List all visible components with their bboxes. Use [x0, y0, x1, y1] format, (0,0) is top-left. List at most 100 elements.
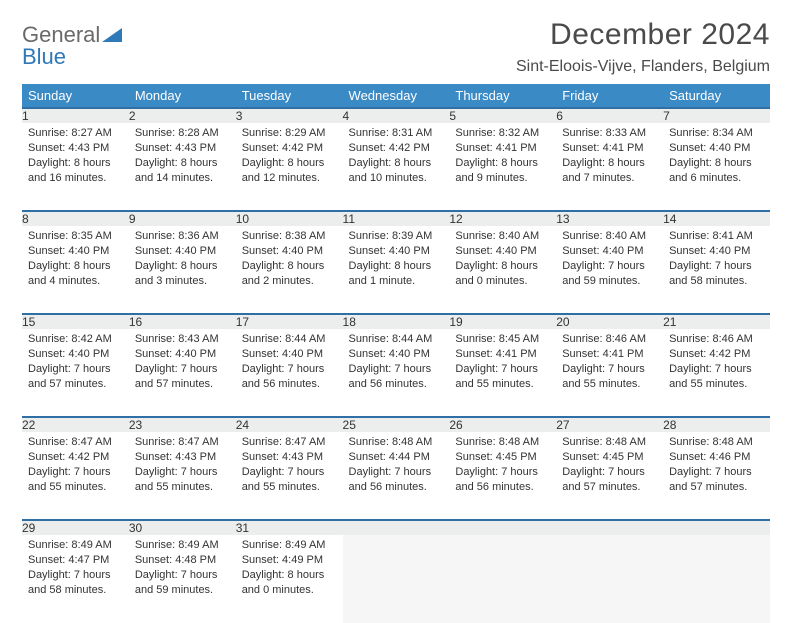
daynum-row: 15161718192021 — [22, 314, 770, 329]
day-number-cell: 19 — [449, 314, 556, 329]
sunset-line: Sunset: 4:42 PM — [349, 141, 444, 156]
sunrise-line: Sunrise: 8:27 AM — [28, 126, 123, 141]
daylight-line: Daylight: 8 hours and 14 minutes. — [135, 156, 230, 186]
day-number-cell: 3 — [236, 108, 343, 123]
daynum-row: 22232425262728 — [22, 417, 770, 432]
day-details: Sunrise: 8:48 AMSunset: 4:45 PMDaylight:… — [556, 432, 663, 500]
day-cell: Sunrise: 8:43 AMSunset: 4:40 PMDaylight:… — [129, 329, 236, 417]
day-number-cell: 13 — [556, 211, 663, 226]
day-details: Sunrise: 8:40 AMSunset: 4:40 PMDaylight:… — [556, 226, 663, 294]
day-cell: Sunrise: 8:47 AMSunset: 4:43 PMDaylight:… — [236, 432, 343, 520]
sunset-line: Sunset: 4:47 PM — [28, 553, 123, 568]
sunrise-line: Sunrise: 8:48 AM — [455, 435, 550, 450]
sunrise-line: Sunrise: 8:47 AM — [28, 435, 123, 450]
sunset-line: Sunset: 4:40 PM — [28, 347, 123, 362]
daylight-line: Daylight: 8 hours and 7 minutes. — [562, 156, 657, 186]
day-number-cell — [449, 520, 556, 535]
sunset-line: Sunset: 4:43 PM — [242, 450, 337, 465]
sunrise-line: Sunrise: 8:47 AM — [135, 435, 230, 450]
day-cell: Sunrise: 8:45 AMSunset: 4:41 PMDaylight:… — [449, 329, 556, 417]
day-cell: Sunrise: 8:33 AMSunset: 4:41 PMDaylight:… — [556, 123, 663, 211]
day-cell: Sunrise: 8:40 AMSunset: 4:40 PMDaylight:… — [556, 226, 663, 314]
daylight-line: Daylight: 8 hours and 12 minutes. — [242, 156, 337, 186]
sunrise-line: Sunrise: 8:28 AM — [135, 126, 230, 141]
weekday-header: Friday — [556, 84, 663, 108]
weekday-header: Sunday — [22, 84, 129, 108]
day-number-cell: 11 — [343, 211, 450, 226]
day-number-cell — [663, 520, 770, 535]
daylight-line: Daylight: 8 hours and 10 minutes. — [349, 156, 444, 186]
day-cell: Sunrise: 8:41 AMSunset: 4:40 PMDaylight:… — [663, 226, 770, 314]
sunrise-line: Sunrise: 8:44 AM — [242, 332, 337, 347]
daylight-line: Daylight: 7 hours and 57 minutes. — [562, 465, 657, 495]
daylight-line: Daylight: 8 hours and 2 minutes. — [242, 259, 337, 289]
daylight-line: Daylight: 8 hours and 0 minutes. — [455, 259, 550, 289]
day-details: Sunrise: 8:42 AMSunset: 4:40 PMDaylight:… — [22, 329, 129, 397]
day-cell: Sunrise: 8:46 AMSunset: 4:41 PMDaylight:… — [556, 329, 663, 417]
sunset-line: Sunset: 4:40 PM — [242, 347, 337, 362]
day-number-cell: 28 — [663, 417, 770, 432]
day-number-cell: 8 — [22, 211, 129, 226]
daylight-line: Daylight: 7 hours and 59 minutes. — [135, 568, 230, 598]
sunset-line: Sunset: 4:40 PM — [349, 244, 444, 259]
sunrise-line: Sunrise: 8:48 AM — [349, 435, 444, 450]
day-cell — [343, 535, 450, 623]
day-details: Sunrise: 8:34 AMSunset: 4:40 PMDaylight:… — [663, 123, 770, 191]
sunset-line: Sunset: 4:45 PM — [455, 450, 550, 465]
day-body-row: Sunrise: 8:42 AMSunset: 4:40 PMDaylight:… — [22, 329, 770, 417]
daylight-line: Daylight: 7 hours and 59 minutes. — [562, 259, 657, 289]
daylight-line: Daylight: 7 hours and 58 minutes. — [28, 568, 123, 598]
day-body-row: Sunrise: 8:47 AMSunset: 4:42 PMDaylight:… — [22, 432, 770, 520]
day-cell: Sunrise: 8:49 AMSunset: 4:47 PMDaylight:… — [22, 535, 129, 623]
day-number-cell: 29 — [22, 520, 129, 535]
sunset-line: Sunset: 4:40 PM — [669, 244, 764, 259]
day-cell: Sunrise: 8:39 AMSunset: 4:40 PMDaylight:… — [343, 226, 450, 314]
day-number-cell: 14 — [663, 211, 770, 226]
daylight-line: Daylight: 7 hours and 57 minutes. — [669, 465, 764, 495]
logo-triangle-icon — [102, 28, 122, 42]
day-details: Sunrise: 8:36 AMSunset: 4:40 PMDaylight:… — [129, 226, 236, 294]
sunrise-line: Sunrise: 8:45 AM — [455, 332, 550, 347]
sunrise-line: Sunrise: 8:32 AM — [455, 126, 550, 141]
sunrise-line: Sunrise: 8:34 AM — [669, 126, 764, 141]
daylight-line: Daylight: 8 hours and 4 minutes. — [28, 259, 123, 289]
day-number-cell: 22 — [22, 417, 129, 432]
sunset-line: Sunset: 4:45 PM — [562, 450, 657, 465]
day-body-row: Sunrise: 8:27 AMSunset: 4:43 PMDaylight:… — [22, 123, 770, 211]
day-number-cell — [343, 520, 450, 535]
sunset-line: Sunset: 4:46 PM — [669, 450, 764, 465]
weekday-header-row: Sunday Monday Tuesday Wednesday Thursday… — [22, 84, 770, 108]
sunrise-line: Sunrise: 8:29 AM — [242, 126, 337, 141]
sunset-line: Sunset: 4:41 PM — [455, 347, 550, 362]
day-number-cell: 5 — [449, 108, 556, 123]
day-cell: Sunrise: 8:27 AMSunset: 4:43 PMDaylight:… — [22, 123, 129, 211]
sunset-line: Sunset: 4:41 PM — [455, 141, 550, 156]
sunrise-line: Sunrise: 8:42 AM — [28, 332, 123, 347]
daylight-line: Daylight: 8 hours and 9 minutes. — [455, 156, 550, 186]
day-number-cell: 1 — [22, 108, 129, 123]
sunrise-line: Sunrise: 8:36 AM — [135, 229, 230, 244]
weekday-header: Monday — [129, 84, 236, 108]
day-number-cell: 27 — [556, 417, 663, 432]
day-cell: Sunrise: 8:44 AMSunset: 4:40 PMDaylight:… — [343, 329, 450, 417]
daylight-line: Daylight: 8 hours and 16 minutes. — [28, 156, 123, 186]
daylight-line: Daylight: 7 hours and 55 minutes. — [562, 362, 657, 392]
daylight-line: Daylight: 8 hours and 0 minutes. — [242, 568, 337, 598]
day-number-cell: 18 — [343, 314, 450, 329]
day-details: Sunrise: 8:28 AMSunset: 4:43 PMDaylight:… — [129, 123, 236, 191]
day-cell: Sunrise: 8:48 AMSunset: 4:45 PMDaylight:… — [556, 432, 663, 520]
sunset-line: Sunset: 4:43 PM — [135, 141, 230, 156]
day-details: Sunrise: 8:47 AMSunset: 4:43 PMDaylight:… — [129, 432, 236, 500]
day-number-cell: 15 — [22, 314, 129, 329]
day-body-row: Sunrise: 8:49 AMSunset: 4:47 PMDaylight:… — [22, 535, 770, 623]
day-cell: Sunrise: 8:42 AMSunset: 4:40 PMDaylight:… — [22, 329, 129, 417]
month-title: December 2024 — [516, 18, 770, 52]
weekday-header: Saturday — [663, 84, 770, 108]
daylight-line: Daylight: 7 hours and 58 minutes. — [669, 259, 764, 289]
sunset-line: Sunset: 4:44 PM — [349, 450, 444, 465]
day-number-cell: 31 — [236, 520, 343, 535]
day-cell: Sunrise: 8:32 AMSunset: 4:41 PMDaylight:… — [449, 123, 556, 211]
day-number-cell: 16 — [129, 314, 236, 329]
sunset-line: Sunset: 4:43 PM — [28, 141, 123, 156]
sunset-line: Sunset: 4:40 PM — [135, 347, 230, 362]
